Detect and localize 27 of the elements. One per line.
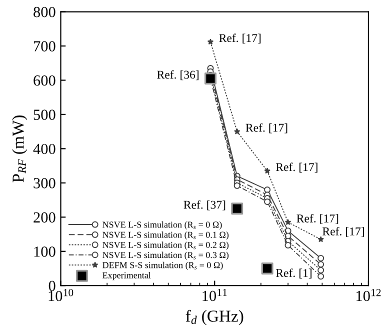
y-tick-label: 400 <box>33 144 56 154</box>
annotation: Ref. [17] <box>296 214 338 224</box>
legend-label: DEFM S-S simulation (R$_{s}$ = 0 Ω) <box>102 262 223 270</box>
y-tick-label: 500 <box>34 110 56 120</box>
legend-label: Experimental <box>102 272 151 280</box>
legend-label: NSVE L-S simulation (R$_{s}$ = 0.3 Ω) <box>102 252 229 260</box>
y-tick-label: 300 <box>34 178 56 188</box>
legend-label: NSVE L-S simulation (R$_{s}$ = 0.2 Ω) <box>102 242 229 250</box>
y-tick-label: 800 <box>34 6 56 18</box>
y-tick-label: 100 <box>34 246 56 257</box>
y-tick-label: 700 <box>34 41 56 52</box>
y-tick-label: 600 <box>34 75 56 86</box>
annotation: Ref. [17] <box>246 123 288 134</box>
x-tick-label: 10$^{12}$ <box>356 288 381 302</box>
y-axis-title: P$_{RF}$ (mW) <box>12 115 28 182</box>
legend-label: NSVE L-S simulation (R$_{s}$ = 0 Ω) <box>102 221 222 230</box>
annotation: Ref. [1] <box>276 268 312 278</box>
annotation: Ref. [17] <box>276 162 318 173</box>
y-tick-label: 200 <box>34 212 56 223</box>
annotation: Ref. [17] <box>219 34 261 44</box>
annotation: Ref. [17] <box>322 226 364 237</box>
annotation: Ref. [37] <box>184 200 226 210</box>
annotation: Ref. [36] <box>157 70 198 80</box>
x-tick-label: 10$^{11}$ <box>202 288 227 302</box>
legend-label: NSVE L-S simulation (R$_{s}$ = 0.1 Ω) <box>102 231 229 240</box>
x-axis-title: f$_{d}$ (GHz) <box>186 310 244 326</box>
y-tick-label: 0 <box>48 280 56 292</box>
